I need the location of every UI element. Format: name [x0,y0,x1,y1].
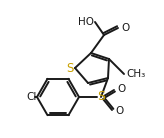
Text: HO: HO [78,17,94,27]
Text: S: S [66,62,74,75]
Text: Cl: Cl [27,92,37,102]
Text: O: O [115,106,123,116]
Text: O: O [117,84,125,94]
Text: O: O [121,23,129,33]
Text: CH₃: CH₃ [126,69,145,79]
Text: S: S [97,91,105,104]
